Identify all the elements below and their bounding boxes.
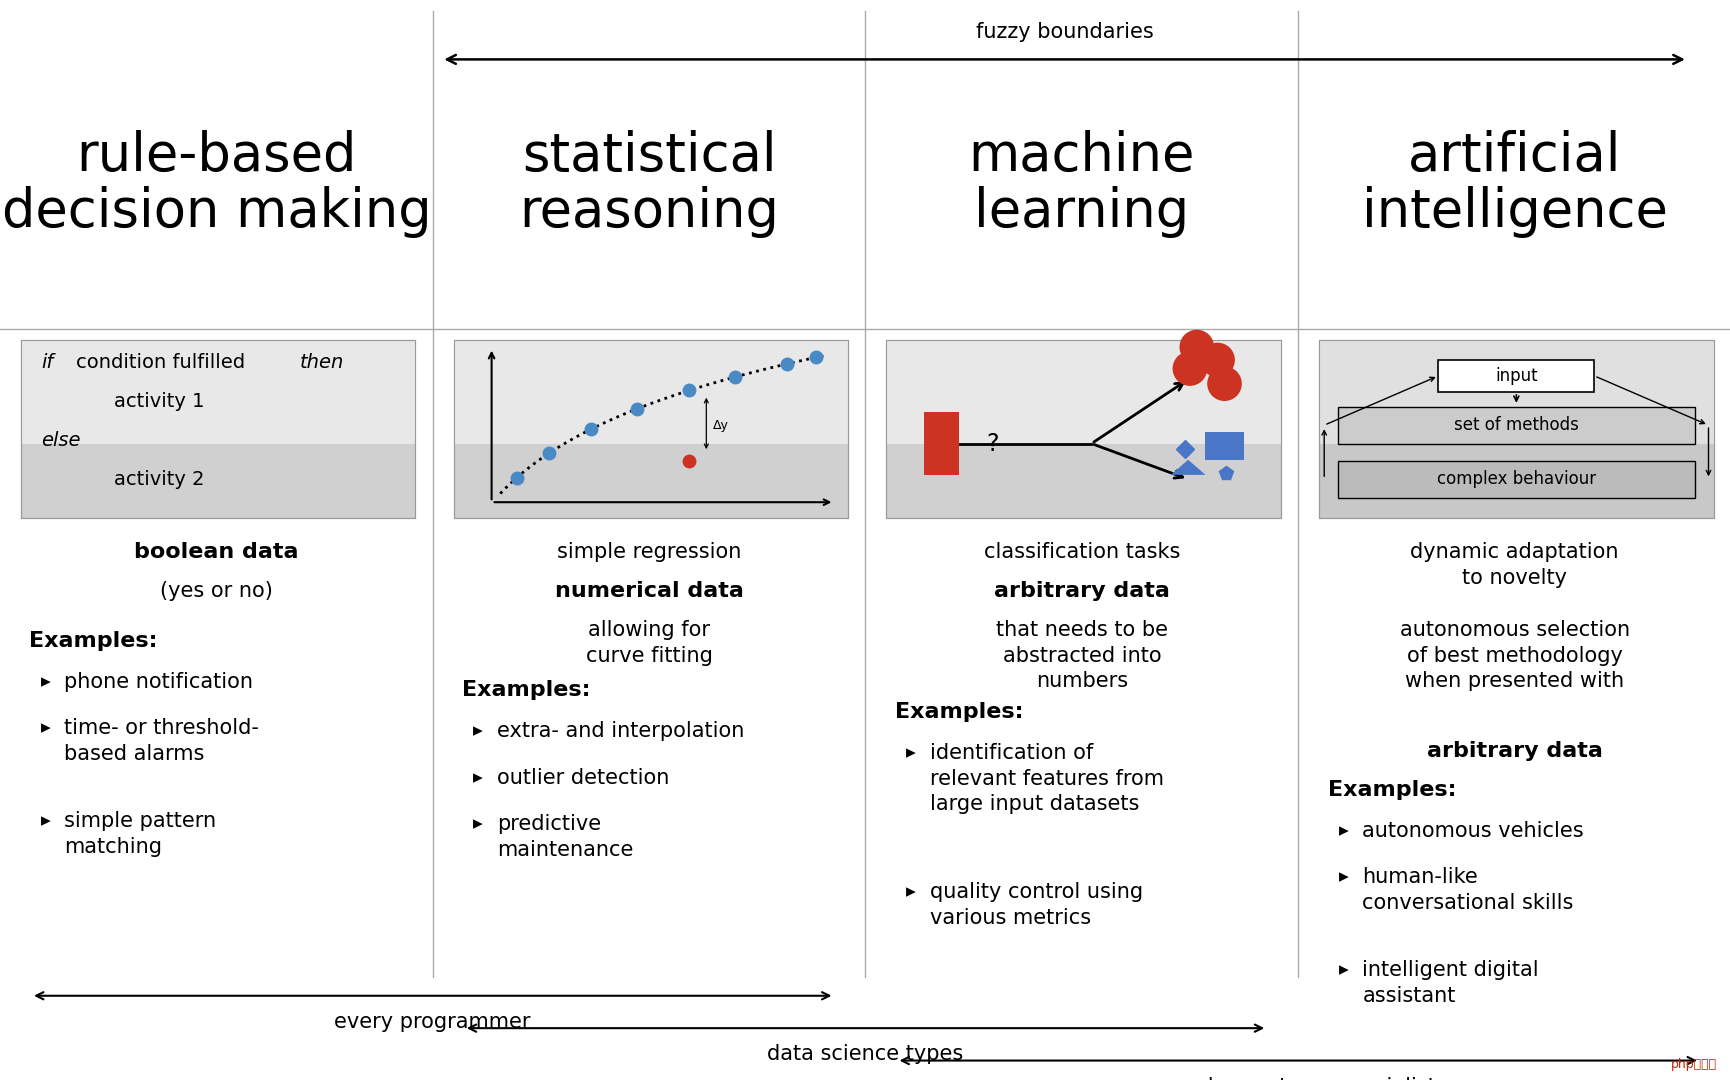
Text: ▸: ▸ xyxy=(905,743,915,762)
Text: set of methods: set of methods xyxy=(1453,416,1578,434)
Text: ?: ? xyxy=(986,432,998,456)
Text: ▸: ▸ xyxy=(472,721,483,741)
Text: phone notification: phone notification xyxy=(64,672,253,692)
Bar xyxy=(1337,407,1694,444)
Text: ▸: ▸ xyxy=(472,814,483,834)
Text: data science types: data science types xyxy=(766,1044,964,1065)
Text: every programmer: every programmer xyxy=(334,1012,531,1032)
Ellipse shape xyxy=(1171,351,1206,386)
Text: php中文网: php中文网 xyxy=(1669,1058,1716,1071)
Text: Examples:: Examples: xyxy=(29,631,157,651)
Text: Δy: Δy xyxy=(713,419,728,432)
Text: extra- and interpolation: extra- and interpolation xyxy=(497,721,744,742)
Text: fuzzy boundaries: fuzzy boundaries xyxy=(976,22,1152,42)
Text: dynamic adaptation
to novelty: dynamic adaptation to novelty xyxy=(1410,542,1618,588)
Bar xyxy=(1318,340,1713,444)
Text: input: input xyxy=(1495,367,1536,384)
Text: simple pattern
matching: simple pattern matching xyxy=(64,811,216,856)
Text: Examples:: Examples: xyxy=(1327,780,1455,800)
Text: numerical data: numerical data xyxy=(554,581,744,602)
Text: condition fulfilled: condition fulfilled xyxy=(76,353,246,373)
Text: artificial
intelligence: artificial intelligence xyxy=(1362,130,1666,238)
Text: complex behaviour: complex behaviour xyxy=(1436,470,1595,488)
Bar xyxy=(21,340,415,444)
Bar xyxy=(924,413,958,475)
Text: ▸: ▸ xyxy=(905,882,915,902)
FancyBboxPatch shape xyxy=(453,340,848,518)
Bar xyxy=(1204,432,1242,460)
Bar xyxy=(1438,360,1593,392)
FancyBboxPatch shape xyxy=(21,340,415,518)
Text: arbitrary data: arbitrary data xyxy=(1426,741,1602,761)
Text: allowing for
curve fitting: allowing for curve fitting xyxy=(585,620,713,665)
Text: ▸: ▸ xyxy=(40,718,50,738)
Text: complex systems specialists: complex systems specialists xyxy=(1149,1077,1446,1080)
Text: outlier detection: outlier detection xyxy=(497,768,670,788)
Text: boolean data: boolean data xyxy=(133,542,299,563)
Ellipse shape xyxy=(1178,329,1213,364)
Text: ▸: ▸ xyxy=(472,768,483,787)
Text: ▸: ▸ xyxy=(1337,821,1348,840)
Text: Examples:: Examples: xyxy=(462,680,590,701)
FancyBboxPatch shape xyxy=(1318,340,1713,518)
Text: ▸: ▸ xyxy=(1337,867,1348,887)
Text: (yes or no): (yes or no) xyxy=(159,581,273,602)
Bar xyxy=(886,340,1280,444)
Text: time- or threshold-
based alarms: time- or threshold- based alarms xyxy=(64,718,260,764)
Text: ▸: ▸ xyxy=(1337,960,1348,980)
Text: activity 1: activity 1 xyxy=(114,392,204,411)
Text: rule-based
decision making: rule-based decision making xyxy=(2,130,431,238)
Ellipse shape xyxy=(1199,342,1233,377)
Text: autonomous selection
of best methodology
when presented with: autonomous selection of best methodology… xyxy=(1400,620,1628,691)
Text: else: else xyxy=(42,431,81,450)
Text: Examples:: Examples: xyxy=(894,702,1022,723)
Text: classification tasks: classification tasks xyxy=(983,542,1180,563)
Text: human-like
conversational skills: human-like conversational skills xyxy=(1362,867,1573,913)
Text: arbitrary data: arbitrary data xyxy=(993,581,1169,602)
Text: activity 2: activity 2 xyxy=(114,470,204,489)
Text: statistical
reasoning: statistical reasoning xyxy=(519,130,778,238)
Text: that needs to be
abstracted into
numbers: that needs to be abstracted into numbers xyxy=(995,620,1168,691)
Text: identification of
relevant features from
large input datasets: identification of relevant features from… xyxy=(929,743,1163,814)
Text: intelligent digital
assistant: intelligent digital assistant xyxy=(1362,960,1538,1005)
Ellipse shape xyxy=(1206,366,1240,401)
Text: autonomous vehicles: autonomous vehicles xyxy=(1362,821,1583,841)
Text: if: if xyxy=(42,353,54,373)
Text: machine
learning: machine learning xyxy=(969,130,1194,238)
Bar xyxy=(453,340,848,444)
Text: quality control using
various metrics: quality control using various metrics xyxy=(929,882,1142,928)
FancyBboxPatch shape xyxy=(886,340,1280,518)
Polygon shape xyxy=(1169,460,1204,475)
Text: then: then xyxy=(299,353,344,373)
Text: ▸: ▸ xyxy=(40,811,50,831)
Text: predictive
maintenance: predictive maintenance xyxy=(497,814,633,860)
Text: simple regression: simple regression xyxy=(557,542,740,563)
Text: ▸: ▸ xyxy=(40,672,50,691)
Bar xyxy=(1337,461,1694,498)
